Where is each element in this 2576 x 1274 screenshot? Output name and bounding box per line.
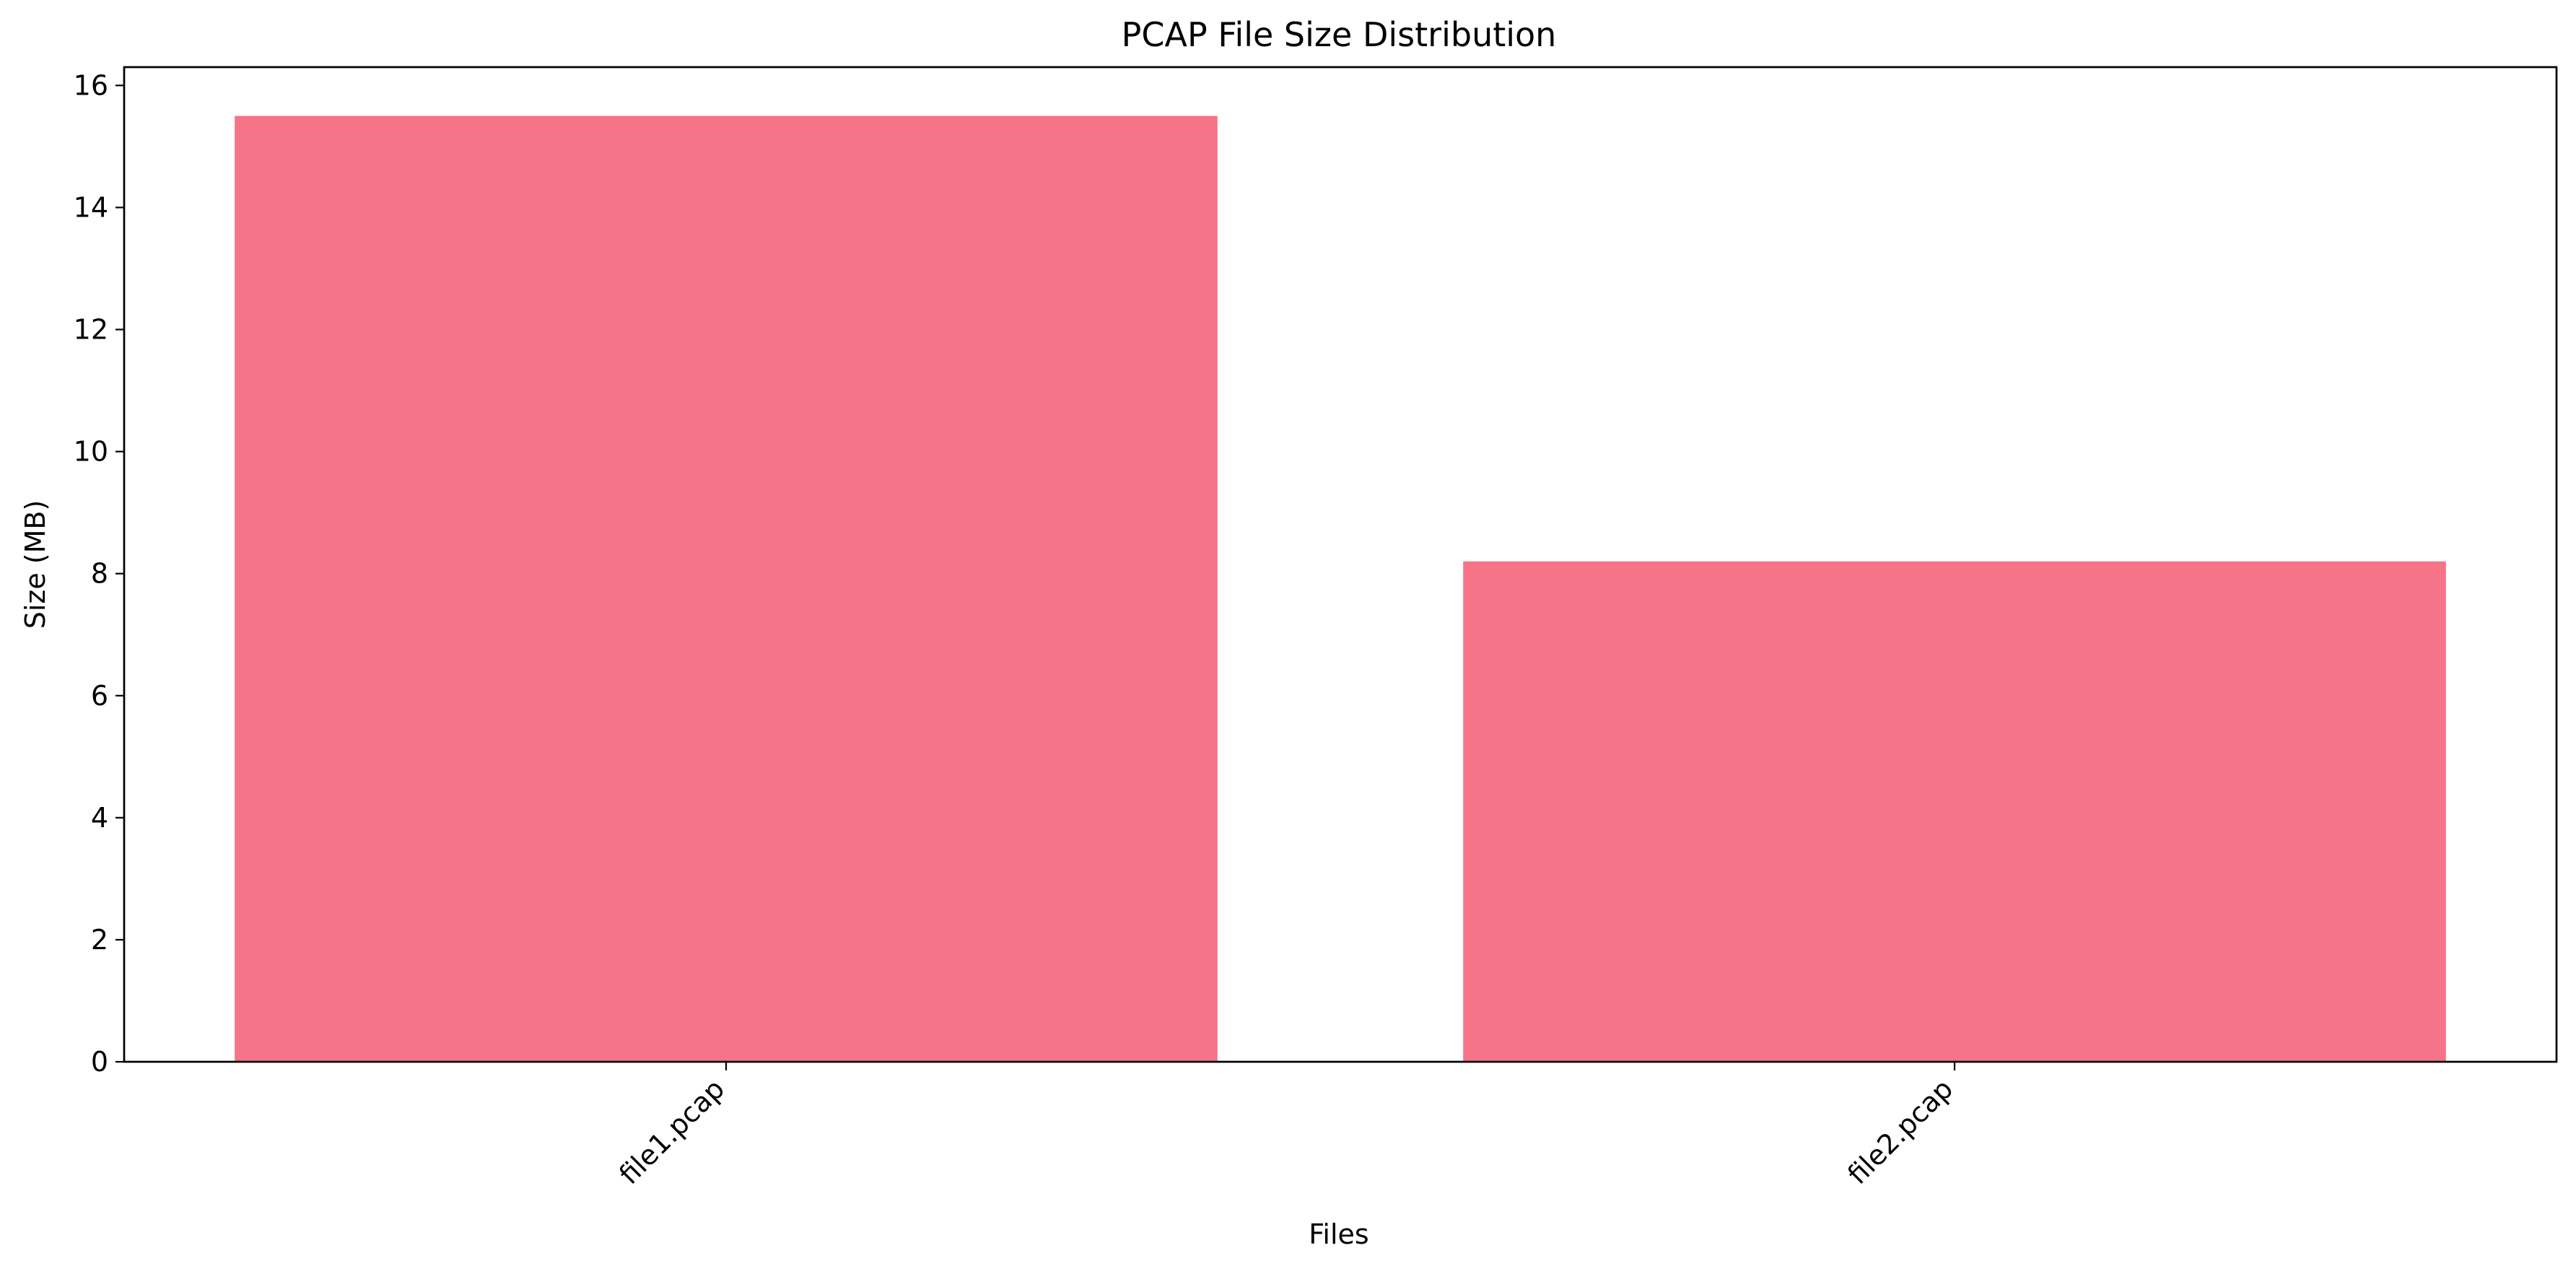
y-tick-label: 2 bbox=[91, 924, 108, 956]
x-tick-label: file2.pcap bbox=[1841, 1073, 1959, 1190]
x-axis: file1.pcap file2.pcap bbox=[613, 1062, 1959, 1190]
y-tick-label: 10 bbox=[74, 436, 108, 468]
y-tick-label: 12 bbox=[74, 314, 108, 346]
y-tick-label: 14 bbox=[74, 191, 108, 223]
y-tick-label: 6 bbox=[91, 680, 108, 712]
plot-frame bbox=[123, 66, 2558, 1063]
chart-title: PCAP File Size Distribution bbox=[1122, 15, 1557, 54]
y-tick-label: 0 bbox=[91, 1046, 108, 1078]
bar-file1-pcap bbox=[235, 115, 1218, 1063]
x-axis-label: Files bbox=[1309, 1218, 1368, 1250]
x-tick-label: file1.pcap bbox=[613, 1073, 730, 1190]
y-tick-label: 8 bbox=[91, 558, 108, 590]
y-axis-label: Size (MB) bbox=[19, 500, 51, 629]
y-tick-label: 4 bbox=[91, 802, 108, 834]
bars-layer bbox=[235, 115, 2446, 1063]
y-axis: 0 2 4 6 8 10 12 14 16 bbox=[74, 69, 124, 1078]
y-tick-label: 16 bbox=[74, 69, 108, 101]
bar-file2-pcap bbox=[1463, 561, 2446, 1062]
